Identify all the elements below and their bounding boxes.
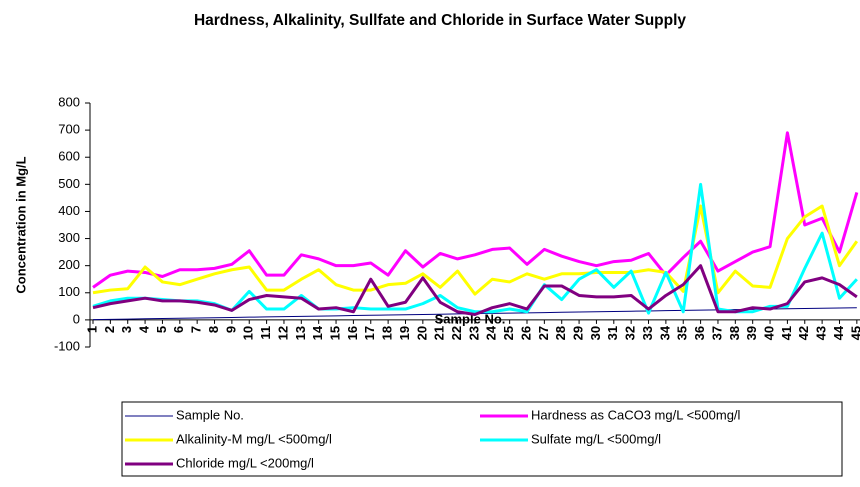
x-tick-label: 40 — [761, 326, 776, 340]
y-tick-label: 300 — [58, 230, 80, 245]
x-tick-label: 16 — [345, 326, 360, 340]
x-tick-label: 28 — [553, 326, 568, 340]
legend-label: Sulfate mg/L <500mg/l — [531, 431, 661, 446]
x-tick-label: 6 — [171, 326, 186, 333]
x-axis-title: Sample No. — [435, 311, 506, 326]
x-tick-label: 32 — [623, 326, 638, 340]
series-line — [92, 131, 859, 289]
x-tick-label: 10 — [241, 326, 256, 340]
x-tick-label: 9 — [223, 326, 238, 333]
x-tick-label: 25 — [501, 326, 516, 340]
x-tick-label: 22 — [449, 326, 464, 340]
x-tick-label: 31 — [605, 326, 620, 340]
x-tick-label: 4 — [137, 325, 152, 333]
x-tick-label: 17 — [362, 326, 377, 340]
x-tick-label: 5 — [154, 326, 169, 333]
y-tick-label: 400 — [58, 203, 80, 218]
x-tick-label: 15 — [327, 326, 342, 340]
y-tick-label: 500 — [58, 176, 80, 191]
x-tick-label: 14 — [310, 325, 325, 340]
x-tick-label: 24 — [484, 325, 499, 340]
y-tick-label: 700 — [58, 122, 80, 137]
x-tick-label: 23 — [466, 326, 481, 340]
y-axis-title: Concentration in Mg/L — [13, 156, 28, 293]
y-tick-label: 800 — [58, 94, 80, 109]
y-tick-label: 100 — [58, 284, 80, 299]
x-tick-label: 26 — [518, 326, 533, 340]
x-tick-label: 41 — [779, 326, 794, 340]
x-tick-label: 42 — [796, 326, 811, 340]
x-tick-label: 19 — [397, 326, 412, 340]
legend-box — [121, 401, 843, 477]
x-tick-label: 35 — [675, 326, 690, 340]
x-tick-label: 13 — [293, 326, 308, 340]
x-tick-label: 21 — [432, 326, 447, 340]
x-tick-label: 2 — [102, 326, 117, 333]
x-tick-label: 44 — [831, 325, 846, 340]
x-tick-label: 29 — [571, 326, 586, 340]
x-tick-label: 18 — [380, 326, 395, 340]
x-tick-label: 43 — [814, 326, 829, 340]
y-tick-label: 600 — [58, 149, 80, 164]
x-tick-label: 8 — [206, 326, 221, 333]
legend-label: Sample No. — [176, 407, 244, 422]
chart-title: Hardness, Alkalinity, Sullfate and Chlor… — [193, 12, 687, 29]
x-tick-label: 39 — [744, 326, 759, 340]
x-tick-label: 37 — [709, 326, 724, 340]
y-tick-label: -100 — [54, 338, 80, 353]
x-tick-label: 11 — [258, 326, 273, 340]
x-tick-label: 12 — [275, 326, 290, 340]
legend-label: Alkalinity-M mg/L <500mg/l — [176, 431, 332, 446]
x-tick-label: 33 — [640, 326, 655, 340]
x-tick-label: 34 — [657, 325, 672, 340]
legend-label: Hardness as CaCO3 mg/L <500mg/l — [531, 407, 741, 422]
y-tick-label: 0 — [73, 311, 80, 326]
x-tick-label: 38 — [727, 326, 742, 340]
x-tick-label: 7 — [189, 326, 204, 333]
x-tick-label: 27 — [536, 326, 551, 340]
x-tick-label: 36 — [692, 326, 707, 340]
x-tick-label: 20 — [414, 326, 429, 340]
x-tick-label: 45 — [848, 326, 860, 340]
legend-label: Chloride mg/L <200mg/l — [176, 455, 314, 470]
series-line — [92, 204, 859, 296]
y-tick-label: 200 — [58, 257, 80, 272]
x-tick-label: 1 — [84, 326, 99, 333]
series-line — [92, 264, 858, 316]
x-tick-label: 3 — [119, 326, 134, 333]
x-tick-label: 30 — [588, 326, 603, 340]
